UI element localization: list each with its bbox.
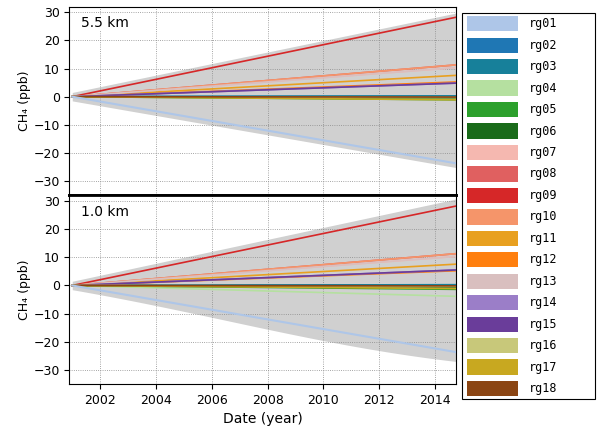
Text: rg15: rg15 (528, 318, 557, 331)
Text: rg04: rg04 (528, 82, 557, 95)
Text: 1.0 km: 1.0 km (81, 205, 129, 219)
Bar (467, 381, 518, 396)
Text: rg01: rg01 (528, 17, 557, 30)
Y-axis label: CH₄ (ppb): CH₄ (ppb) (18, 71, 31, 131)
Bar (467, 295, 518, 310)
X-axis label: Date (year): Date (year) (223, 412, 303, 426)
Text: rg14: rg14 (528, 296, 557, 309)
Text: rg12: rg12 (528, 253, 557, 266)
Bar (467, 273, 518, 289)
Bar (467, 359, 518, 375)
Bar (467, 252, 518, 267)
Bar (467, 145, 518, 160)
Text: rg08: rg08 (528, 168, 557, 181)
Bar (467, 231, 518, 246)
Bar (467, 38, 518, 53)
Text: rg07: rg07 (528, 146, 557, 159)
Text: rg17: rg17 (528, 361, 557, 374)
Y-axis label: CH₄ (ppb): CH₄ (ppb) (18, 260, 31, 320)
Bar (467, 16, 518, 31)
Text: rg02: rg02 (528, 39, 557, 52)
Text: rg06: rg06 (528, 125, 557, 138)
Bar (467, 166, 518, 181)
Text: rg18: rg18 (528, 382, 557, 395)
Text: rg09: rg09 (528, 189, 557, 202)
Bar (467, 123, 518, 139)
Bar (467, 338, 518, 353)
Text: rg10: rg10 (528, 210, 557, 224)
Bar (467, 102, 518, 117)
Bar (467, 80, 518, 96)
Text: rg11: rg11 (528, 232, 557, 245)
Text: rg03: rg03 (528, 60, 557, 73)
Bar (467, 59, 518, 74)
Bar (467, 209, 518, 224)
Bar (467, 188, 518, 203)
Bar (467, 316, 518, 332)
Text: rg13: rg13 (528, 275, 557, 288)
Text: rg05: rg05 (528, 103, 557, 116)
Text: 5.5 km: 5.5 km (81, 16, 129, 30)
Text: rg16: rg16 (528, 339, 557, 352)
